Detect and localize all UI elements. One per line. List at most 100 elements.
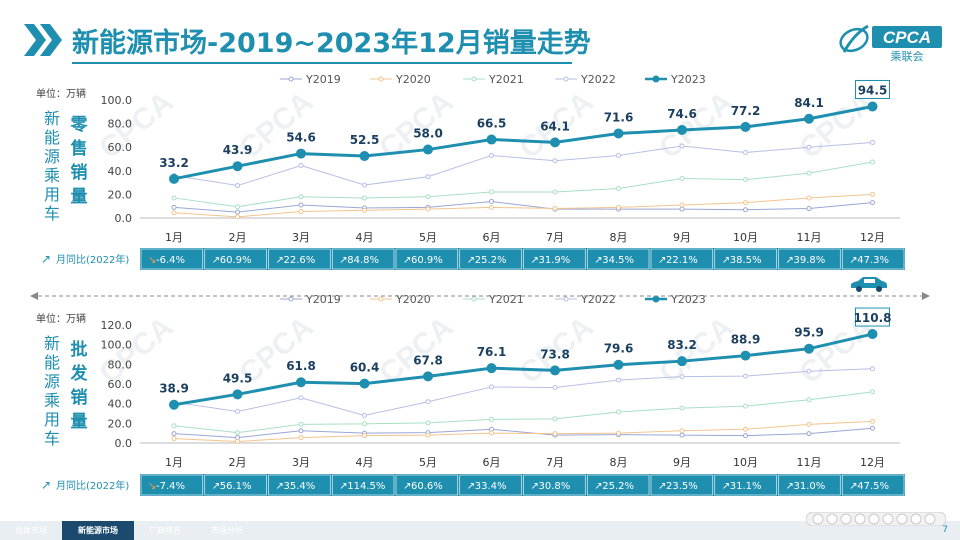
data-label: 94.5: [858, 83, 888, 97]
trend-up-icon: ↗: [722, 255, 730, 266]
yoy-cell: [714, 474, 777, 496]
data-point-Y2019: [870, 200, 875, 206]
data-point-Y2021: [616, 409, 621, 415]
x-tick-label: 4月: [356, 456, 374, 469]
x-tick-label: 9月: [673, 231, 691, 244]
presentation-slider[interactable]: [806, 512, 946, 526]
data-point-Y2019: [489, 426, 494, 432]
legend-marker: [563, 296, 569, 302]
side-label-left-char: 乘: [44, 166, 60, 185]
y-tick-label: 0.0: [115, 212, 133, 225]
yoy-value: 23.5%: [666, 481, 698, 492]
side-label-right-char: 零: [70, 115, 89, 135]
data-label: 58.0: [413, 127, 443, 141]
data-point-Y2019: [489, 198, 494, 204]
side-label-left-char: 能: [44, 128, 60, 147]
side-label-left-char: 源: [44, 372, 60, 391]
data-point-Y2022: [616, 377, 621, 383]
yoy-value: 22.6%: [284, 255, 316, 266]
data-label: 73.8: [540, 347, 570, 361]
x-tick-label: 11月: [797, 231, 822, 244]
data-point-Y2019: [298, 428, 304, 434]
x-tick-label: 5月: [419, 456, 437, 469]
y-tick-label: 20.0: [108, 417, 133, 430]
yoy-value: 25.2%: [475, 255, 507, 266]
data-label: 60.4: [350, 361, 380, 375]
unit-label: 单位：万辆: [36, 87, 86, 100]
series-line-Y2023: [173, 332, 873, 407]
y-tick-label: 80.0: [108, 118, 133, 131]
tab-nev-market[interactable]: 新能源市场: [62, 521, 134, 540]
data-point-Y2022: [298, 395, 304, 401]
side-label-right-char: 发: [70, 363, 89, 384]
data-point-Y2019: [171, 431, 177, 437]
data-label: 49.5: [223, 371, 253, 385]
data-point-Y2023: [232, 389, 243, 400]
data-point-Y2021: [806, 170, 812, 176]
data-point-Y2021: [679, 175, 685, 181]
legend-entry: Y2021: [488, 73, 524, 86]
trend-up-icon: ↗: [786, 255, 794, 266]
x-tick-label: 7月: [546, 231, 564, 244]
yoy-value: 60.6%: [411, 481, 443, 492]
yoy-cell: [523, 248, 586, 270]
data-point-Y2019: [743, 207, 748, 213]
data-point-Y2023: [169, 173, 179, 184]
data-point-Y2021: [298, 421, 304, 427]
trend-up-icon: ↗: [531, 255, 539, 266]
data-point-Y2021: [489, 189, 494, 195]
highlight-box: [855, 79, 890, 99]
data-point-Y2022: [870, 139, 875, 145]
trend-up-icon: ↗: [403, 481, 411, 492]
side-label-left-char: 车: [44, 429, 60, 448]
series-line-Y2023: [173, 105, 873, 181]
side-label-right-char: 量: [71, 186, 88, 207]
watermark: CPCA: [653, 85, 739, 165]
tab-market-analysis[interactable]: 市场分析: [211, 526, 243, 535]
trend-up-icon: ↗: [467, 255, 475, 266]
data-point-Y2022: [489, 152, 494, 158]
data-point-Y2023: [232, 161, 243, 172]
chart-2: CPCA CPCA CPCA CPCA CPCA CPCA单位：万辆新能源乘用车批发销量1…: [36, 293, 905, 496]
data-point-Y2023: [169, 399, 179, 410]
yoy-value: 31.9%: [539, 255, 571, 266]
data-point-Y2023: [804, 113, 814, 124]
x-tick-label: 1月: [165, 231, 183, 244]
yoy-cell: [841, 474, 905, 496]
data-point-Y2021: [171, 195, 177, 201]
data-point-Y2023: [550, 137, 560, 148]
legend-marker: [471, 76, 477, 82]
data-point-Y2023: [613, 128, 624, 139]
page-number: 7: [942, 525, 948, 535]
unit-label: 单位：万辆: [36, 312, 86, 325]
tab-overall-market[interactable]: 总体市场: [15, 526, 47, 535]
footer-bar: [0, 521, 960, 540]
data-point-Y2021: [806, 397, 812, 403]
x-tick-label: 8月: [610, 456, 628, 469]
yoy-value: 47.5%: [857, 481, 889, 492]
data-point-Y2022: [616, 152, 621, 158]
trend-up-icon: ↗: [212, 481, 220, 492]
yoy-value: 39.8%: [794, 255, 826, 266]
side-label-right-char: 销: [71, 162, 88, 183]
trend-up-icon: ↗: [403, 255, 411, 266]
data-point-Y2020: [235, 439, 240, 445]
data-point-Y2022: [552, 158, 558, 164]
yoy-value: 25.2%: [602, 481, 634, 492]
cpca-logo: CPCA 乘联会: [839, 24, 942, 63]
x-tick-label: 12月: [860, 231, 885, 244]
trend-up-icon: ↗: [658, 481, 666, 492]
data-point-Y2020: [298, 209, 304, 215]
yoy-table-bg: [140, 474, 905, 496]
data-point-Y2020: [552, 431, 558, 437]
yoy-cell: [395, 474, 459, 496]
side-label-left-char: 车: [44, 204, 60, 223]
tab-maker-ranking[interactable]: 厂商排名: [149, 526, 181, 535]
legend-entry: Y2020: [395, 73, 431, 86]
data-point-Y2019: [235, 209, 240, 215]
yoy-cell: [331, 474, 395, 496]
x-tick-label: 10月: [733, 231, 758, 244]
side-label-left-char: 能: [44, 353, 60, 372]
data-label: 43.9: [223, 143, 253, 157]
yoy-cell: [268, 474, 331, 496]
